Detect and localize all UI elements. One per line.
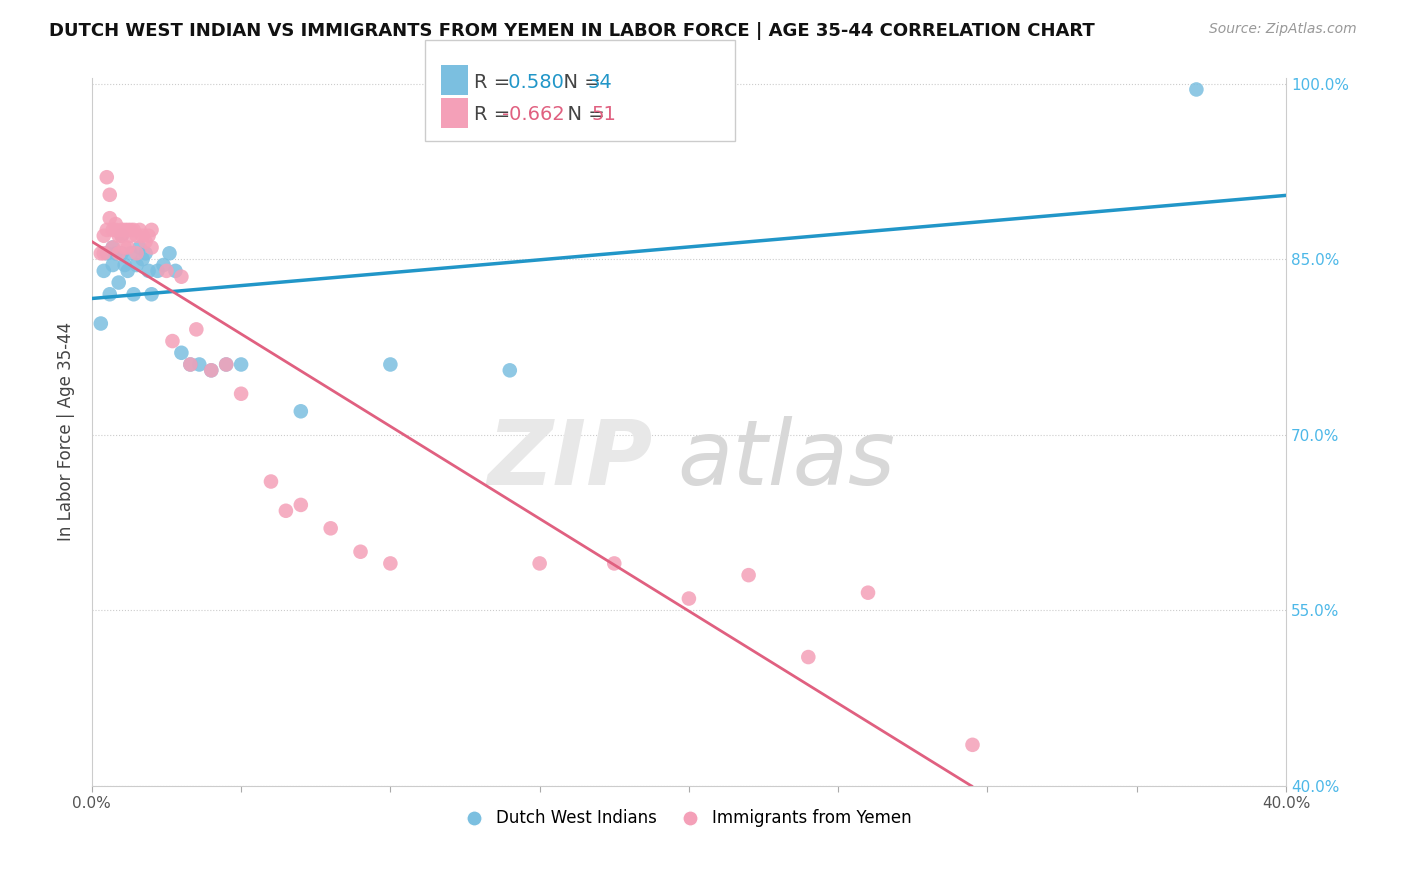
Text: N =: N =	[555, 104, 612, 124]
Point	[122, 287, 145, 301]
Point	[1185, 82, 1208, 96]
Point	[290, 404, 312, 418]
Point	[90, 317, 112, 331]
Point	[260, 475, 283, 489]
Point	[114, 223, 136, 237]
Point	[179, 358, 201, 372]
Point	[179, 358, 201, 372]
Point	[186, 322, 208, 336]
Point	[90, 246, 112, 260]
Point	[93, 264, 115, 278]
Text: 34: 34	[588, 72, 613, 92]
Point	[141, 287, 163, 301]
Text: DUTCH WEST INDIAN VS IMMIGRANTS FROM YEMEN IN LABOR FORCE | AGE 35-44 CORRELATIO: DUTCH WEST INDIAN VS IMMIGRANTS FROM YEM…	[49, 22, 1095, 40]
Point	[98, 211, 121, 226]
Point	[125, 228, 148, 243]
Text: 51: 51	[592, 104, 617, 124]
Point	[138, 264, 160, 278]
Point	[111, 246, 134, 260]
Point	[101, 223, 124, 237]
Text: R =: R =	[474, 72, 516, 92]
Point	[200, 363, 222, 377]
Legend: Dutch West Indians, Immigrants from Yemen: Dutch West Indians, Immigrants from Yeme…	[460, 803, 918, 834]
Point	[603, 557, 626, 571]
Point	[165, 264, 187, 278]
Point	[188, 358, 211, 372]
Point	[98, 287, 121, 301]
Point	[128, 223, 150, 237]
Point	[101, 258, 124, 272]
Text: Source: ZipAtlas.com: Source: ZipAtlas.com	[1209, 22, 1357, 37]
Text: -0.662: -0.662	[502, 104, 565, 124]
Point	[101, 240, 124, 254]
Point	[96, 170, 118, 185]
Point	[170, 345, 193, 359]
Point	[125, 258, 148, 272]
Point	[499, 363, 522, 377]
Point	[229, 358, 252, 372]
Point	[274, 504, 297, 518]
Text: N =: N =	[551, 72, 607, 92]
Point	[117, 240, 139, 254]
Point	[856, 585, 879, 599]
Point	[101, 240, 124, 254]
Point	[96, 246, 118, 260]
Point	[114, 240, 136, 254]
Point	[122, 223, 145, 237]
Point	[380, 557, 402, 571]
Point	[159, 246, 181, 260]
Point	[120, 246, 142, 260]
Point	[678, 591, 700, 606]
Point	[215, 358, 238, 372]
Point	[529, 557, 551, 571]
Point	[93, 228, 115, 243]
Point	[170, 269, 193, 284]
Point	[737, 568, 759, 582]
Point	[131, 228, 153, 243]
Point	[131, 252, 153, 267]
Point	[111, 228, 134, 243]
Point	[120, 228, 142, 243]
Point	[290, 498, 312, 512]
Point	[797, 650, 820, 665]
Y-axis label: In Labor Force | Age 35-44: In Labor Force | Age 35-44	[58, 322, 75, 541]
Point	[104, 223, 127, 237]
Point	[93, 246, 115, 260]
Point	[104, 217, 127, 231]
Point	[107, 228, 129, 243]
Point	[96, 223, 118, 237]
Point	[107, 276, 129, 290]
Point	[111, 228, 134, 243]
Point	[141, 223, 163, 237]
Point	[120, 223, 142, 237]
Point	[380, 358, 402, 372]
Text: atlas: atlas	[676, 416, 896, 504]
Point	[229, 386, 252, 401]
Point	[349, 545, 371, 559]
Point	[200, 363, 222, 377]
Point	[135, 246, 157, 260]
Text: R =: R =	[474, 104, 516, 124]
Point	[162, 334, 184, 348]
Point	[152, 258, 174, 272]
Point	[114, 258, 136, 272]
Point	[319, 521, 342, 535]
Point	[128, 240, 150, 254]
Point	[146, 264, 169, 278]
Point	[138, 228, 160, 243]
Point	[98, 187, 121, 202]
Point	[104, 246, 127, 260]
Point	[155, 264, 177, 278]
Point	[135, 235, 157, 249]
Point	[962, 738, 984, 752]
Text: ZIP: ZIP	[488, 416, 652, 504]
Point	[125, 246, 148, 260]
Point	[111, 223, 134, 237]
Point	[141, 240, 163, 254]
Text: 0.580: 0.580	[502, 72, 564, 92]
Point	[107, 246, 129, 260]
Point	[117, 223, 139, 237]
Point	[117, 264, 139, 278]
Point	[215, 358, 238, 372]
